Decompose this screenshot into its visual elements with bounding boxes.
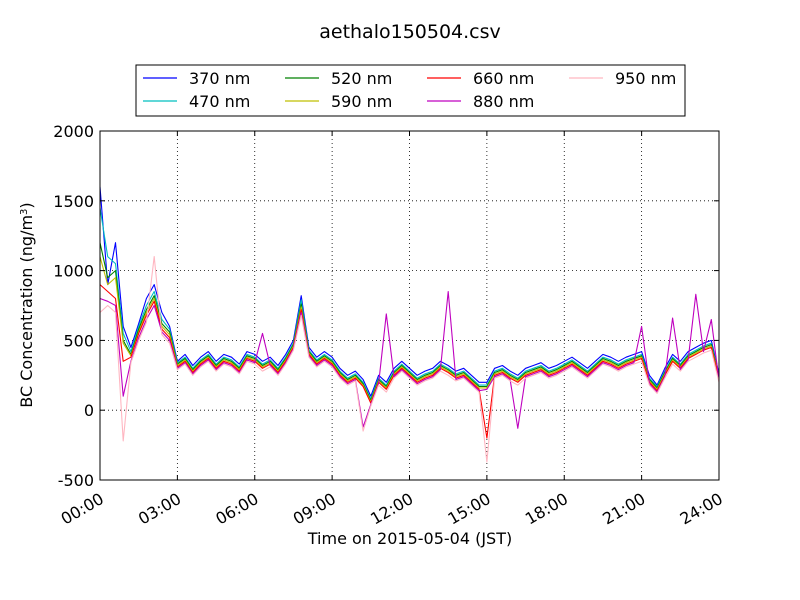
series-line-2 bbox=[99, 242, 720, 401]
series-line-4 bbox=[99, 284, 720, 439]
legend-label-3: 590 nm bbox=[331, 92, 392, 111]
series-line-1 bbox=[99, 207, 720, 400]
y-axis-label-tail: ) bbox=[17, 202, 36, 208]
series-line-5 bbox=[99, 290, 720, 429]
y-tick-label-4: 1500 bbox=[53, 192, 94, 211]
y-axis-label-main: BC Concentration (ng/m bbox=[17, 215, 36, 408]
y-tick-label-5: 2000 bbox=[53, 122, 94, 141]
series-line-6 bbox=[99, 256, 720, 463]
y-axis-label: BC Concentration (ng/m3) bbox=[17, 202, 36, 407]
legend-label-4: 660 nm bbox=[473, 69, 534, 88]
y-tick-label-3: 1000 bbox=[53, 262, 94, 281]
series-lines bbox=[99, 186, 720, 463]
y-axis-label-superscript: 3 bbox=[19, 209, 30, 215]
y-axis-ticks: -500 0 500 1000 1500 2000 bbox=[53, 122, 719, 490]
chart-title: aethalo150504.csv bbox=[319, 21, 501, 43]
legend-box bbox=[135, 64, 686, 117]
legend-label-1: 470 nm bbox=[189, 92, 250, 111]
series-line-0 bbox=[99, 186, 720, 397]
legend-label-6: 950 nm bbox=[615, 69, 676, 88]
x-axis-label: Time on 2015-05-04 (JST) bbox=[307, 529, 512, 548]
legend-label-2: 520 nm bbox=[331, 69, 392, 88]
y-tick-label-0: -500 bbox=[58, 471, 94, 490]
y-tick-label-1: 0 bbox=[84, 401, 94, 420]
series-line-3 bbox=[99, 256, 720, 403]
legend-label-0: 370 nm bbox=[189, 69, 250, 88]
y-tick-label-2: 500 bbox=[63, 331, 94, 350]
legend-label-5: 880 nm bbox=[473, 92, 534, 111]
legend: 370 nm 470 nm 520 nm 590 nm 660 nm 880 nm 950 … bbox=[135, 64, 686, 117]
